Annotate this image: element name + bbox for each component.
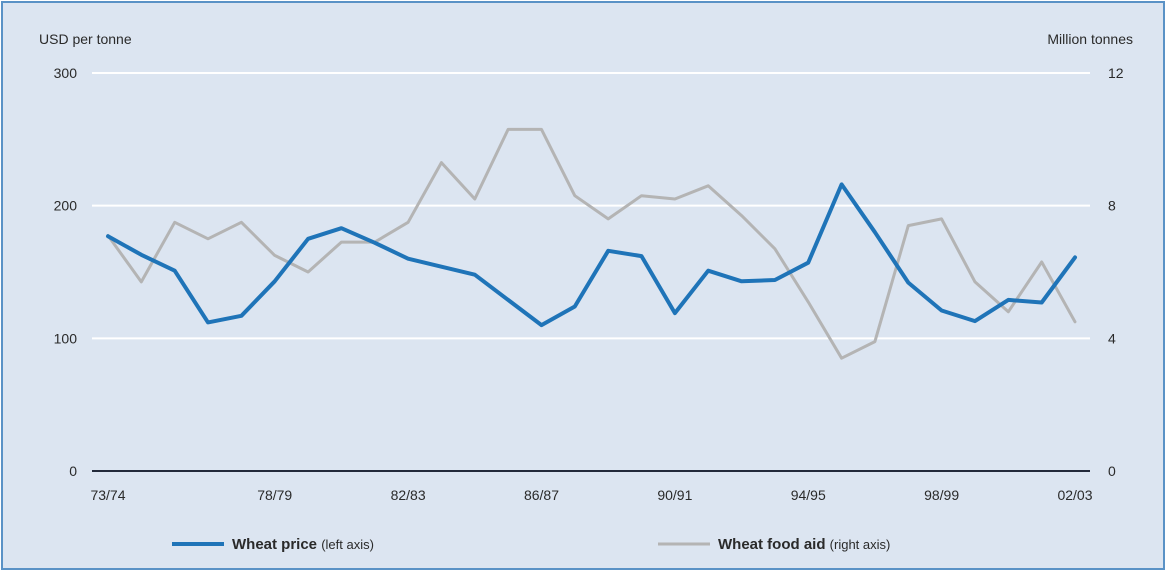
left-tick-label: 300 (54, 65, 78, 81)
wheat-price-legend-note: (left axis) (321, 537, 374, 552)
x-tick-label: 82/83 (391, 487, 426, 503)
wheat-price-line (106, 182, 1077, 328)
left-tick-label: 0 (69, 463, 77, 479)
right-tick-label: 8 (1108, 198, 1116, 214)
wheat-food-aid-legend-name: Wheat food aid (718, 536, 826, 553)
right-tick-label: 12 (1108, 65, 1124, 81)
x-tick-label: 98/99 (924, 487, 959, 503)
wheat-food-aid-legend-label: Wheat food aid (right axis) (718, 536, 890, 553)
right-tick-label: 0 (1108, 463, 1116, 479)
left-tick-label: 200 (54, 198, 78, 214)
x-tick-label: 90/91 (657, 487, 692, 503)
x-tick-label: 86/87 (524, 487, 559, 503)
wheat-food-aid-line (106, 127, 1077, 360)
axes: 0 0 100 4 200 8 300 12 USD per tonne Million tonn… (39, 31, 1133, 503)
x-tick-label: 02/03 (1057, 487, 1092, 503)
wheat-price-legend-name: Wheat price (232, 536, 317, 553)
wheat-price-legend-label: Wheat price (left axis) (232, 536, 374, 553)
left-tick-label: 100 (54, 330, 78, 346)
legend: Wheat price (left axis) Wheat food aid (r… (172, 536, 890, 553)
left-axis-title: USD per tonne (39, 31, 132, 47)
right-axis-title: Million tonnes (1047, 31, 1133, 47)
x-tick-label: 73/74 (90, 487, 125, 503)
wheat-food-aid-legend-note: (right axis) (830, 537, 891, 552)
x-tick-label: 94/95 (791, 487, 826, 503)
x-tick-label: 78/79 (257, 487, 292, 503)
right-tick-label: 4 (1108, 330, 1116, 346)
series-lines (106, 127, 1077, 360)
